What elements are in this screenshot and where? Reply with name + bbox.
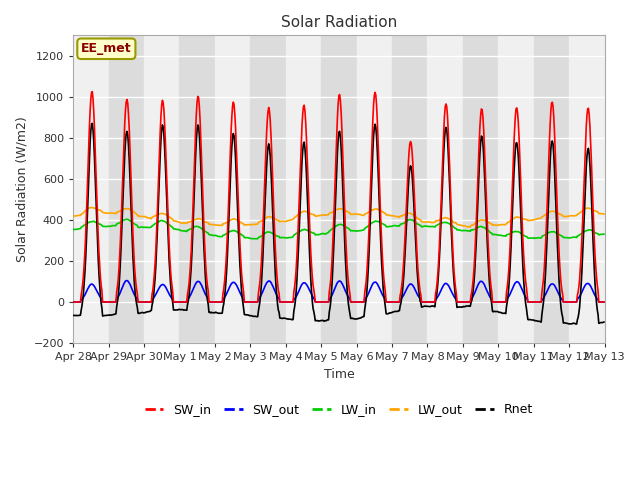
Rnet [572,321,580,327]
LW_out [88,204,95,210]
Bar [250,36,285,343]
Bar [428,36,463,343]
LW_in [122,216,130,222]
SW_in [69,299,77,305]
SW_in [600,299,608,305]
SW_out [122,278,130,284]
Line: SW_in: SW_in [73,92,604,302]
LW_in [69,227,77,232]
Rnet [79,298,86,303]
Line: LW_in: LW_in [73,219,604,239]
LW_out [404,211,412,216]
LW_in [252,236,260,241]
LW_in [134,225,142,230]
SW_out [188,289,196,295]
Line: Rnet: Rnet [73,123,604,324]
Bar [356,36,392,343]
SW_out [419,299,427,305]
Bar [392,36,428,343]
LW_in [420,223,428,229]
SW_in [404,176,412,182]
LW_out [467,224,474,230]
LW_in [79,224,86,229]
LW_out [419,219,427,225]
LW_in [600,231,608,237]
SW_in [88,89,96,95]
LW_out [69,213,77,219]
Bar [569,36,605,343]
Rnet [419,304,427,310]
Rnet [600,319,608,325]
LW_out [216,222,224,228]
SW_in [188,231,196,237]
SW_out [600,299,608,305]
LW_in [188,226,196,231]
Rnet [216,311,224,316]
Bar [321,36,356,343]
SW_in [134,299,142,305]
Legend: SW_in, SW_out, LW_in, LW_out, Rnet: SW_in, SW_out, LW_in, LW_out, Rnet [140,398,538,421]
Bar [73,36,109,343]
Y-axis label: Solar Radiation (W/m2): Solar Radiation (W/m2) [15,116,28,262]
Bar [463,36,499,343]
Bar [499,36,534,343]
Title: Solar Radiation: Solar Radiation [281,15,397,30]
Line: SW_out: SW_out [73,281,604,302]
Rnet [88,120,96,126]
SW_out [79,295,86,301]
Rnet [69,312,77,318]
Rnet [404,198,412,204]
SW_out [404,284,412,290]
SW_in [419,299,427,305]
LW_out [188,218,196,224]
Bar [179,36,215,343]
Bar [109,36,144,343]
SW_out [134,299,142,305]
Bar [144,36,179,343]
SW_in [79,281,86,287]
LW_out [79,211,86,216]
X-axis label: Time: Time [323,368,355,381]
Bar [285,36,321,343]
Bar [215,36,250,343]
SW_out [216,299,224,305]
SW_out [69,299,77,305]
Rnet [188,249,196,255]
Text: EE_met: EE_met [81,42,132,55]
Rnet [134,311,142,316]
Line: LW_out: LW_out [73,207,604,227]
LW_in [216,234,224,240]
Bar [534,36,569,343]
LW_out [600,211,608,217]
SW_in [216,299,224,305]
LW_in [404,217,412,223]
LW_out [134,213,142,219]
